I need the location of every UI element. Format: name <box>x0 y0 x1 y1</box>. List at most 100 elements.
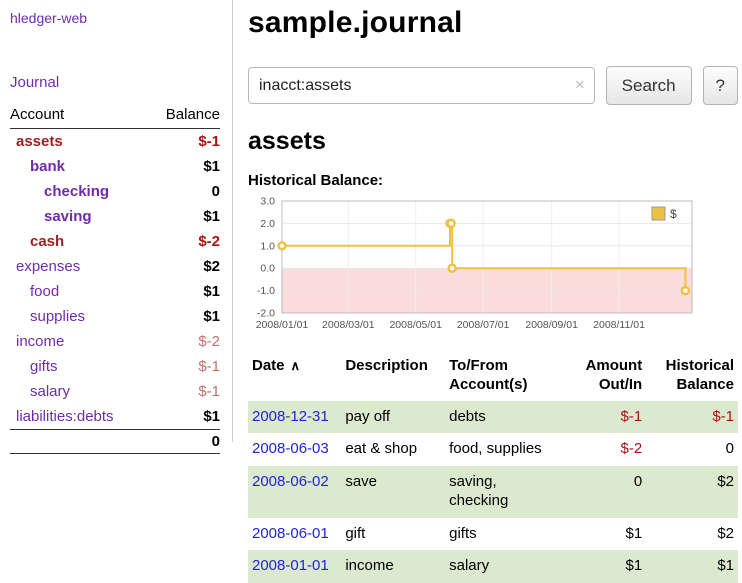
svg-text:3.0: 3.0 <box>260 196 275 208</box>
column-header-balance: Historical Balance <box>646 353 738 401</box>
account-link[interactable]: gifts <box>30 358 58 375</box>
sort-ascending-icon: ∧ <box>291 358 301 373</box>
account-row: food$1 <box>10 279 220 304</box>
account-link[interactable]: checking <box>44 183 109 200</box>
transaction-balance: 0 <box>646 433 738 466</box>
account-link[interactable]: cash <box>30 233 64 250</box>
account-link[interactable]: food <box>30 283 59 300</box>
transaction-accounts: food, supplies <box>445 433 560 466</box>
transaction-balance: $2 <box>646 466 738 518</box>
account-row: salary $-1 <box>10 379 220 404</box>
transaction-date-link[interactable]: 2008-06-03 <box>252 440 329 457</box>
transaction-date-link[interactable]: 2008-06-02 <box>252 473 329 490</box>
account-row: checking 0 <box>10 179 220 204</box>
accounts-total-row: 0 <box>10 430 220 454</box>
account-title: assets <box>248 127 738 156</box>
transaction-date-link[interactable]: 2008-01-01 <box>252 557 329 574</box>
date-header-label: Date <box>252 357 285 374</box>
register-header-row: Date ∧ Description To/From Account(s) Amo… <box>248 353 738 401</box>
transaction-accounts: saving, checking <box>445 466 560 518</box>
svg-text:0.0: 0.0 <box>260 263 275 275</box>
svg-text:2008/01/01: 2008/01/01 <box>256 319 309 331</box>
svg-text:$: $ <box>670 207 677 221</box>
transaction-balance: $2 <box>646 518 738 551</box>
account-row: income $-2 <box>10 329 220 354</box>
account-link[interactable]: assets <box>16 133 63 150</box>
account-balance: $1 <box>148 304 220 329</box>
help-button[interactable]: ? <box>703 66 738 105</box>
account-row: bank $1 <box>10 154 220 179</box>
accounts-header-row: Account Balance <box>10 103 220 129</box>
account-link[interactable]: saving <box>44 208 92 225</box>
account-balance: $1 <box>148 404 220 430</box>
clear-search-icon[interactable]: × <box>575 75 585 95</box>
svg-text:2.0: 2.0 <box>260 218 275 230</box>
account-balance: $1 <box>148 154 220 179</box>
account-row: supplies $1 <box>10 304 220 329</box>
account-balance: $-1 <box>148 354 220 379</box>
svg-text:2008/03/01: 2008/03/01 <box>322 319 375 331</box>
transaction-description: eat & shop <box>341 433 445 466</box>
svg-text:-1.0: -1.0 <box>257 285 275 297</box>
account-row: saving $1 <box>10 204 220 229</box>
search-input[interactable] <box>248 67 595 104</box>
search-box: × <box>248 67 595 104</box>
transaction-description: gift <box>341 518 445 551</box>
svg-text:1.0: 1.0 <box>260 240 275 252</box>
sidebar-item-journal[interactable]: Journal <box>10 74 220 91</box>
svg-text:2008/09/01: 2008/09/01 <box>525 319 578 331</box>
transaction-description: income <box>341 550 445 583</box>
main-content: sample.journal × Search ? assets Histori… <box>248 0 742 583</box>
column-header-description: Description <box>341 353 445 401</box>
register-table: Date ∧ Description To/From Account(s) Amo… <box>248 353 738 583</box>
accounts-header-account: Account <box>10 103 148 129</box>
account-balance: $-1 <box>148 129 220 155</box>
column-header-accounts: To/From Account(s) <box>445 353 560 401</box>
accounts-table: Account Balance assets $-1 bank $1 checking 0… <box>10 103 220 454</box>
account-balance: $-2 <box>148 329 220 354</box>
account-row: expenses $2 <box>10 254 220 279</box>
account-row: assets $-1 <box>10 129 220 155</box>
transaction-description: pay off <box>341 401 445 434</box>
account-row: gifts $-1 <box>10 354 220 379</box>
transaction-amount: $-1 <box>561 401 647 434</box>
account-link[interactable]: income <box>16 333 64 350</box>
sidebar: hledger-web Journal Account Balance asse… <box>0 0 233 442</box>
search-button[interactable]: Search <box>606 66 692 105</box>
account-link[interactable]: liabilities:debts <box>16 408 114 425</box>
column-header-date[interactable]: Date ∧ <box>248 353 341 401</box>
account-link[interactable]: salary <box>30 383 70 400</box>
accounts-header-balance: Balance <box>148 103 220 129</box>
transaction-accounts: gifts <box>445 518 560 551</box>
search-bar: × Search ? <box>248 66 738 105</box>
account-link[interactable]: bank <box>30 158 65 175</box>
account-balance: $1 <box>148 204 220 229</box>
svg-text:2008/11/01: 2008/11/01 <box>593 319 645 331</box>
transaction-date-link[interactable]: 2008-12-31 <box>252 408 329 425</box>
account-balance: $-1 <box>148 379 220 404</box>
transaction-accounts: salary <box>445 550 560 583</box>
column-header-amount: Amount Out/In <box>561 353 647 401</box>
transaction-amount: $-2 <box>561 433 647 466</box>
account-balance: $2 <box>148 254 220 279</box>
account-balance: 0 <box>148 179 220 204</box>
svg-text:2008/07/01: 2008/07/01 <box>457 319 510 331</box>
app-title-link[interactable]: hledger-web <box>10 10 87 26</box>
page-title: sample.journal <box>248 6 738 40</box>
chart-title: Historical Balance: <box>248 172 738 189</box>
transaction-amount: $1 <box>561 550 647 583</box>
transaction-amount: 0 <box>561 466 647 518</box>
account-link[interactable]: expenses <box>16 258 80 275</box>
transaction-date-link[interactable]: 2008-06-01 <box>252 525 329 542</box>
svg-text:2008/05/01: 2008/05/01 <box>389 319 442 331</box>
transaction-description: save <box>341 466 445 518</box>
accounts-total: 0 <box>10 430 220 454</box>
account-link[interactable]: supplies <box>30 308 85 325</box>
